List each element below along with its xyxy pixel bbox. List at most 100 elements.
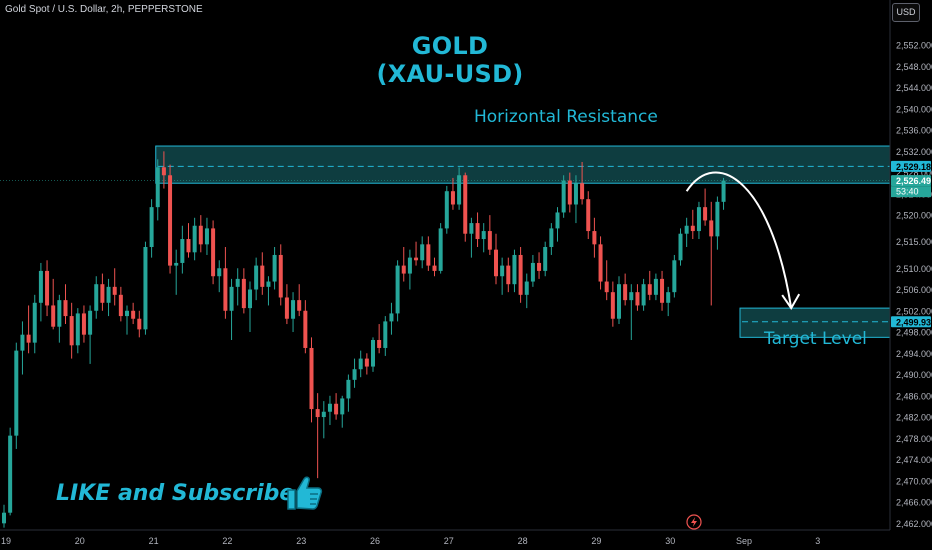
candle-body [598, 244, 603, 282]
candle-body [38, 270, 43, 303]
candle-body [475, 223, 480, 240]
y-tick-label: 2,502.000 [896, 306, 932, 316]
x-tick-label: 27 [444, 536, 454, 546]
candle-body [297, 300, 302, 311]
candle-body [530, 262, 535, 282]
currency-selector[interactable]: USD [892, 3, 920, 22]
y-tick-label: 2,486.000 [896, 391, 932, 401]
candle-body [192, 225, 197, 253]
target-price-label-bg [891, 316, 931, 328]
candle-body [327, 403, 332, 412]
candle-body [709, 220, 714, 237]
candle-body [125, 310, 129, 317]
candle-body [684, 225, 689, 234]
y-tick-label: 2,548.000 [896, 62, 932, 72]
candle-body [469, 223, 474, 234]
y-tick-label: 2,552.000 [896, 41, 932, 51]
candle-body [647, 284, 652, 295]
x-tick-label: 30 [665, 536, 675, 546]
x-tick-label: 22 [222, 536, 232, 546]
candle-body [610, 292, 615, 319]
candle-body [592, 231, 597, 245]
candle-body [32, 302, 37, 343]
y-tick-label: 2,528.000 [896, 168, 932, 178]
candle-body [321, 411, 326, 418]
candle-body [346, 379, 351, 399]
y-tick-label: 2,510.000 [896, 264, 932, 274]
candle-body [118, 294, 123, 317]
candle-body [340, 398, 345, 415]
candle-body [8, 435, 13, 513]
candle-body [678, 233, 683, 261]
candle-body [672, 260, 677, 293]
candle-body [696, 207, 701, 232]
candle-body [721, 180, 726, 202]
candle-body [149, 207, 154, 247]
candle-body [457, 175, 462, 205]
chart-title-line1: GOLD [411, 32, 489, 60]
current-price-label: 2,526.49 [896, 176, 931, 186]
candle-body [334, 403, 339, 415]
candle-body [235, 278, 240, 287]
candle-body [168, 175, 173, 266]
candle-body [653, 278, 658, 295]
candle-body [567, 180, 572, 205]
lightning-icon[interactable] [686, 514, 702, 530]
candle-body [266, 281, 271, 287]
candle-body [14, 350, 19, 436]
candle-body [407, 257, 412, 274]
x-tick-label: 21 [149, 536, 159, 546]
candle-body [703, 207, 708, 221]
candle-body [487, 231, 492, 250]
symbol-title: Gold Spot / U.S. Dollar, 2h, PEPPERSTONE [5, 4, 203, 15]
y-tick-label: 2,544.000 [896, 83, 932, 93]
candle-body [204, 228, 209, 245]
candle-body [81, 313, 86, 335]
y-tick-label: 2,536.000 [896, 126, 932, 136]
candle-body [463, 175, 468, 234]
resistance-label: Horizontal Resistance [474, 107, 658, 127]
y-tick-label: 2,498.000 [896, 328, 932, 338]
y-tick-label: 2,470.000 [896, 476, 932, 486]
x-tick-label: 23 [296, 536, 306, 546]
y-tick-label: 2,494.000 [896, 349, 932, 359]
candle-body [88, 310, 93, 335]
current-price-label-bg [891, 175, 931, 187]
candle-body [51, 305, 56, 327]
candle-body [260, 265, 265, 287]
target-price-label: 2,499.93 [896, 317, 931, 327]
candle-body [715, 201, 720, 237]
candle-body [26, 334, 31, 343]
candle-body [272, 254, 277, 282]
candle-body [229, 286, 234, 311]
candle-body [45, 270, 50, 306]
y-tick-label: 2,466.000 [896, 498, 932, 508]
candle-body [549, 228, 554, 247]
forecast-arrowhead [781, 293, 801, 310]
x-tick-label: 26 [370, 536, 380, 546]
x-tick-label: 28 [518, 536, 528, 546]
candle-body [20, 334, 25, 351]
candle-body [223, 268, 228, 311]
candle-body [383, 321, 388, 348]
candle-body [155, 167, 160, 208]
candle-body [112, 286, 117, 295]
resistance-price-label-bg [891, 160, 931, 172]
candle-body [309, 347, 314, 410]
candle-body [278, 254, 283, 298]
candle-body [690, 225, 695, 232]
y-tick-label: 2,532.000 [896, 147, 932, 157]
candle-body [352, 369, 357, 380]
like-subscribe-text: LIKE and Subscribe [56, 481, 295, 506]
candle-body [573, 183, 578, 205]
candle-body [506, 265, 511, 285]
candle-body [389, 313, 394, 322]
y-tick-label: 2,478.000 [896, 434, 932, 444]
countdown-bg [891, 186, 931, 198]
chart-title-line2: (XAU-USD) [376, 60, 524, 88]
candle-body [518, 254, 523, 295]
candle-body [481, 231, 486, 240]
y-tick-label: 2,515.000 [896, 237, 932, 247]
